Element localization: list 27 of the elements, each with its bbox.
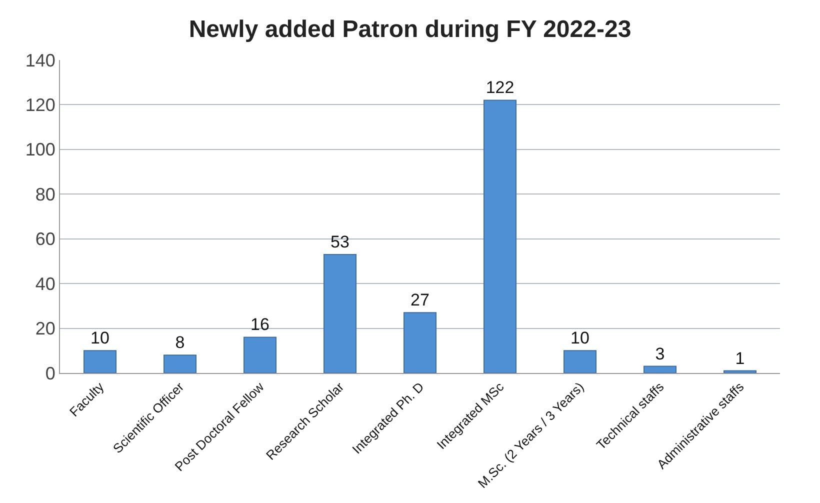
data-label: 8 bbox=[175, 333, 185, 352]
y-tick-label: 100 bbox=[25, 140, 56, 160]
bar bbox=[244, 336, 276, 373]
y-tick-label: 0 bbox=[45, 363, 56, 384]
data-label: 1 bbox=[735, 348, 745, 368]
data-label: 27 bbox=[410, 290, 430, 310]
y-tick-label: 40 bbox=[35, 274, 56, 294]
bar bbox=[564, 350, 596, 373]
bar bbox=[644, 366, 676, 373]
bar bbox=[484, 100, 516, 373]
data-label: 53 bbox=[330, 232, 350, 252]
bar bbox=[324, 254, 356, 373]
bar bbox=[404, 312, 436, 373]
y-tick-label: 60 bbox=[35, 229, 56, 250]
data-label: 10 bbox=[570, 328, 590, 348]
y-tick-label: 80 bbox=[35, 184, 56, 204]
bar bbox=[164, 354, 196, 373]
data-label: 3 bbox=[655, 344, 665, 364]
y-tick-label: 120 bbox=[25, 95, 56, 116]
bar bbox=[724, 370, 756, 373]
chart-title: Newly added Patron during FY 2022-23 bbox=[188, 16, 632, 43]
y-tick-label: 140 bbox=[25, 50, 56, 70]
data-label: 10 bbox=[90, 328, 110, 348]
data-label: 122 bbox=[486, 78, 514, 98]
data-label: 16 bbox=[250, 315, 270, 334]
y-tick-label: 20 bbox=[35, 318, 56, 339]
bar bbox=[84, 350, 116, 373]
